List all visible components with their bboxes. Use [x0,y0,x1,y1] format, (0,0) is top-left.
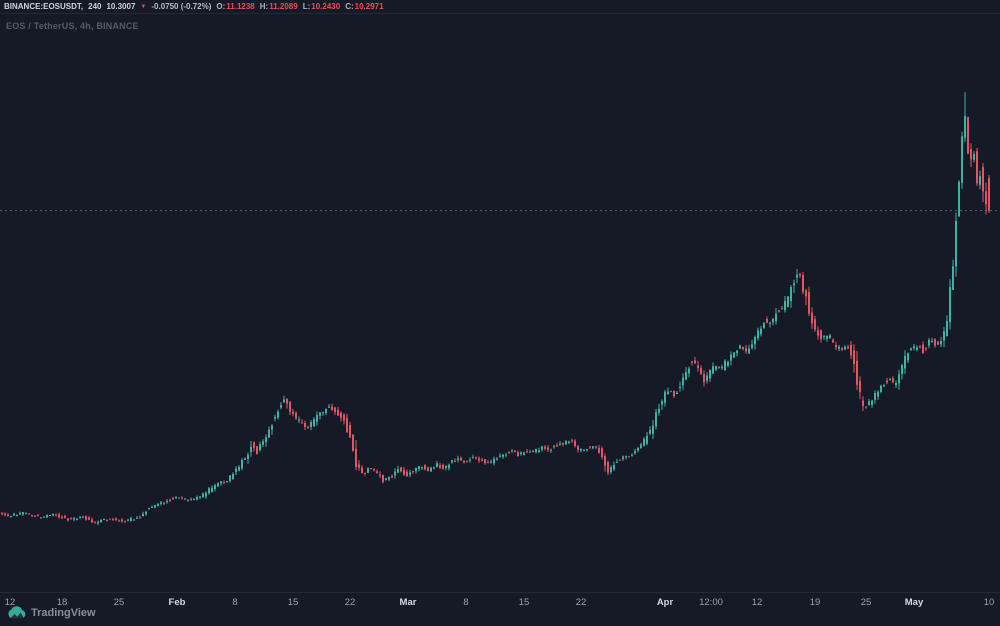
ohlc-item: H: 11.2089 [260,2,298,11]
time-axis-label: 12 [751,597,763,608]
ohlc-item: L: 10.2430 [303,2,340,11]
candlestick-canvas[interactable] [0,14,1000,592]
time-axis-label: 12 [4,597,16,608]
time-axis-label: 12:00 [699,597,723,608]
time-axis-label: 25 [860,597,872,608]
tradingview-brand-label: TradingView [31,606,96,619]
time-axis-label: 22 [575,597,587,608]
time-axis-label: 10 [983,597,995,608]
last-price: 10.3007 [106,2,136,11]
interval-legend[interactable]: 240 [88,2,102,11]
time-axis-label: 19 [809,597,821,608]
ohlc-item: C: 10.2971 [345,2,383,11]
ohlc-label: L: [302,2,311,11]
chart-pane[interactable]: EOS / TetherUS, 4h, BINANCE [0,14,1000,592]
ohlc-item: O: 11.1238 [216,2,254,11]
time-axis-label: 8 [232,597,238,608]
ohlc-label: O: [216,2,226,11]
ohlc-label: C: [345,2,354,11]
ohlc-value: 11.2089 [269,2,298,11]
symbol-legend[interactable]: BINANCE:EOSUSDT, [4,2,84,11]
time-axis-label: Feb [168,597,186,608]
time-axis-label: 18 [56,597,68,608]
ohlc-values: O: 11.1238 H: 11.2089 L: 10.2430 C: 10.2971 [216,2,383,11]
legend-bar: BINANCE:EOSUSDT, 240 10.3007 ▼ -0.0750 (… [0,0,1000,14]
price-down-icon: ▼ [140,3,147,10]
time-axis-label: Apr [656,597,674,608]
tradingview-cloud-icon [8,606,26,619]
ohlc-label: H: [259,2,269,11]
ohlc-value: 10.2430 [311,2,341,11]
time-axis[interactable]: 12 18 25 Feb 8 15 22 Mar 8 15 22 Apr 12:00 12 19 25 May 1… [0,592,1000,626]
time-axis-label: 15 [287,597,299,608]
ohlc-value: 11.1238 [226,2,255,11]
time-axis-label: 25 [113,597,125,608]
time-axis-label: May [904,597,924,608]
time-axis-label: Mar [399,597,417,608]
ohlc-value: 10.2971 [354,2,384,11]
time-axis-label: 8 [463,597,469,608]
time-axis-label: 22 [344,597,356,608]
time-axis-label: 15 [518,597,530,608]
tradingview-brand[interactable]: TradingView [7,606,96,619]
price-change: -0.0750 (-0.72%) [151,2,212,11]
symbol-description: EOS / TetherUS, 4h, BINANCE [6,21,139,31]
